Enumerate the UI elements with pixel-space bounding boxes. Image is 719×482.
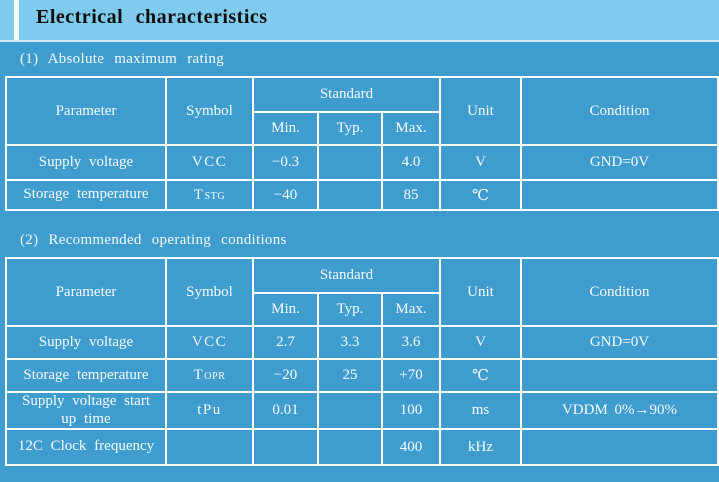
cell-unit: V — [439, 144, 522, 181]
col-header-unit: Unit — [439, 257, 522, 327]
cell-condition: GND=0V — [520, 325, 719, 360]
cell-typ — [317, 144, 383, 181]
cell-typ: 25 — [317, 358, 383, 393]
cell-max: 100 — [381, 391, 441, 430]
absolute-maximum-rating-table: Parameter Symbol Standard Unit Condition… — [5, 76, 719, 211]
col-header-standard: Standard — [252, 76, 441, 113]
table-header-row: Parameter Symbol Standard Unit Condition — [5, 257, 719, 327]
cell-min: −0.3 — [252, 144, 319, 181]
col-header-symbol: Symbol — [165, 257, 254, 327]
cell-parameter: Storage temperature — [5, 179, 167, 211]
col-header-min: Min. — [252, 292, 319, 327]
cell-condition: VDDM 0%→90% — [520, 391, 719, 430]
col-header-typ: Typ. — [317, 292, 383, 327]
cell-max: 4.0 — [381, 144, 441, 181]
symbol-main: VCC — [191, 154, 228, 170]
table-row: Storage temperature TSTG −40 85 ℃ — [5, 179, 719, 211]
table-row: Supply voltage start up time tPu 0.01 10… — [5, 391, 719, 430]
cell-min: 0.01 — [252, 391, 319, 430]
table-subheader-row: Min. Typ. Max. — [6, 111, 718, 146]
page-header: Electrical characteristics — [0, 0, 719, 42]
cell-symbol: TSTG — [165, 179, 254, 211]
section-gap — [0, 211, 719, 223]
cell-unit: V — [439, 325, 522, 360]
symbol-subscript: STG — [204, 190, 226, 202]
symbol-main: tPu — [197, 402, 222, 418]
cell-parameter: Supply voltage start up time — [5, 391, 167, 430]
col-header-min: Min. — [252, 111, 319, 146]
cell-unit: ℃ — [439, 358, 522, 393]
cell-typ — [317, 391, 383, 430]
cell-min: 2.7 — [252, 325, 319, 360]
table-row: Supply voltage VCC −0.3 4.0 V GND=0V — [5, 144, 719, 181]
cell-symbol: VCC — [165, 144, 254, 181]
cell-typ: 3.3 — [317, 325, 383, 360]
cell-unit: ℃ — [439, 179, 522, 211]
table-header-row: Parameter Symbol Standard Unit Condition — [5, 76, 719, 146]
cell-condition: GND=0V — [520, 144, 719, 181]
cell-min: −20 — [252, 358, 319, 393]
col-header-condition: Condition — [520, 257, 719, 327]
section-2-title: (2) Recommended operating conditions — [20, 232, 287, 248]
col-header-max: Max. — [381, 111, 441, 146]
cell-unit: kHz — [439, 428, 522, 466]
cell-symbol: TOPR — [165, 358, 254, 393]
cell-max: 3.6 — [381, 325, 441, 360]
cell-parameter: Storage temperature — [5, 358, 167, 393]
symbol-subscript: OPR — [204, 371, 226, 382]
table-row: 12C Clock frequency 400 kHz — [5, 428, 719, 466]
cell-condition — [520, 428, 719, 466]
col-header-standard: Standard — [252, 257, 441, 294]
recommended-operating-conditions-table: Parameter Symbol Standard Unit Condition… — [5, 257, 719, 466]
cell-max: +70 — [381, 358, 441, 393]
col-header-typ: Typ. — [317, 111, 383, 146]
col-header-parameter: Parameter — [5, 257, 167, 327]
col-header-parameter: Parameter — [5, 76, 167, 146]
cell-condition — [520, 179, 719, 211]
symbol-main: T — [193, 186, 205, 203]
cell-symbol: VCC — [165, 325, 254, 360]
cell-typ — [317, 179, 383, 211]
cell-max: 400 — [381, 428, 441, 466]
table-row: Storage temperature TOPR −20 25 +70 ℃ — [5, 358, 719, 393]
cell-typ — [317, 428, 383, 466]
symbol-main: T — [193, 367, 205, 383]
cell-max: 85 — [381, 179, 441, 211]
section-1-title: (1) Absolute maximum rating — [20, 51, 224, 67]
cell-min — [252, 428, 319, 466]
col-header-unit: Unit — [439, 76, 522, 146]
cell-symbol: tPu — [165, 391, 254, 430]
col-header-max: Max. — [381, 292, 441, 327]
cell-parameter: Supply voltage — [5, 144, 167, 181]
cell-parameter: 12C Clock frequency — [5, 428, 167, 466]
symbol-main: VCC — [191, 334, 228, 350]
accent-stripe — [14, 0, 19, 40]
cell-unit: ms — [439, 391, 522, 430]
cell-condition — [520, 358, 719, 393]
col-header-condition: Condition — [520, 76, 719, 146]
page-title: Electrical characteristics — [36, 6, 268, 28]
cell-parameter: Supply voltage — [5, 325, 167, 360]
table-row: Supply voltage VCC 2.7 3.3 3.6 V GND=0V — [5, 325, 719, 360]
cell-symbol — [165, 428, 254, 466]
col-header-symbol: Symbol — [165, 76, 254, 146]
cell-min: −40 — [252, 179, 319, 211]
table-subheader-row: Min. Typ. Max. — [6, 292, 718, 327]
